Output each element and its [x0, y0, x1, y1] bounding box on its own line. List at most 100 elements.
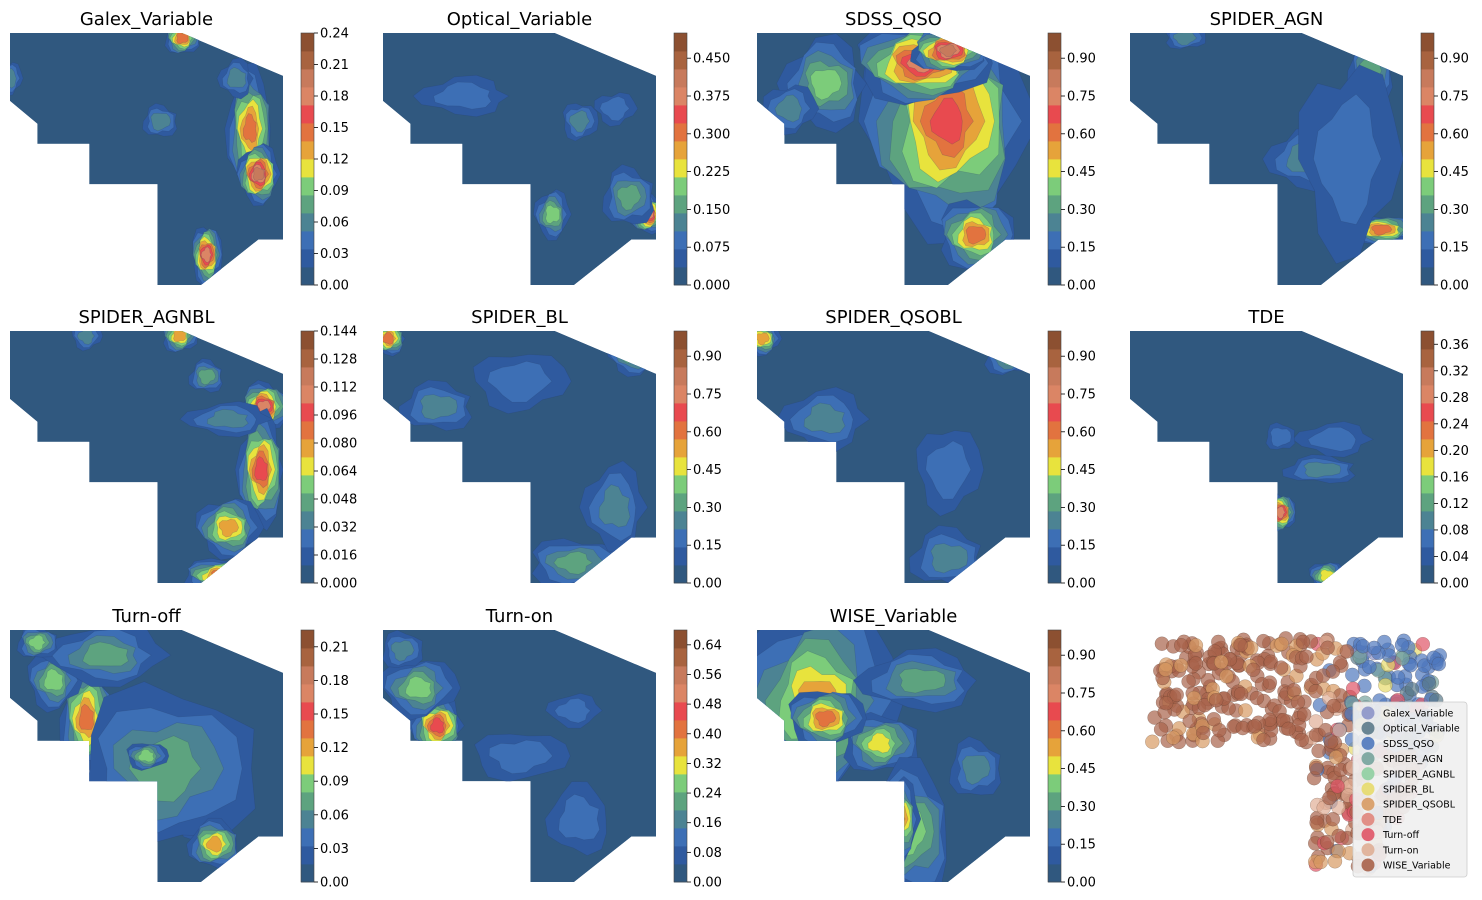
colorbar-band [301, 195, 314, 214]
colorbar-tick-label: 0.450 [693, 52, 730, 67]
legend-marker [1361, 736, 1375, 750]
colorbar-band [1048, 457, 1061, 476]
colorbar-band [301, 547, 314, 566]
contour-level [598, 484, 631, 528]
colorbar-band [301, 493, 314, 512]
colorbar-band [674, 547, 687, 566]
scatter-point [1256, 633, 1271, 649]
colorbar-tick-label: 0.75 [1067, 90, 1096, 105]
contour-level [433, 81, 492, 110]
colorbar-band [1048, 69, 1061, 88]
contour-level [930, 543, 969, 574]
colorbar-tick-label: 0.15 [1440, 241, 1469, 256]
scatter-point [1328, 750, 1344, 765]
colorbar-band [674, 51, 687, 70]
legend-label: SDSS_QSO [1383, 739, 1434, 750]
colorbar-tick-label: 0.28 [1440, 391, 1469, 406]
contour-level [390, 640, 415, 662]
contour-level [226, 66, 247, 88]
colorbar-band [301, 69, 314, 88]
colorbar-band [1048, 774, 1061, 793]
contour-map [10, 630, 283, 882]
contour-level [1172, 33, 1198, 46]
scatter-point [1233, 686, 1249, 702]
colorbar-tick-label: 0.00 [320, 876, 349, 891]
colorbar-band [1048, 493, 1061, 512]
colorbar-band [1048, 756, 1061, 775]
panel-tde: TDE0.000.040.080.120.160.200.240.280.320… [1130, 307, 1469, 592]
scatter-point [1345, 681, 1361, 696]
colorbar-band [301, 141, 314, 160]
contour-map [10, 331, 283, 583]
contour-level [10, 68, 17, 89]
colorbar-tick-label: 0.48 [693, 698, 722, 713]
panel-turn-on: Turn-on0.000.080.160.240.320.400.480.560… [383, 606, 722, 891]
colorbar: 0.00 0.04 0.08 0.12 0.16 0.20 0.24 0.28 0.32 0.36 [1420, 330, 1469, 592]
colorbar-band [1421, 493, 1434, 512]
colorbar-band [1421, 349, 1434, 368]
scatter-point [1394, 637, 1410, 653]
scatter-point [1323, 734, 1339, 749]
colorbar-band [301, 738, 314, 757]
colorbar-band [1048, 529, 1061, 548]
colorbar-tick-label: 0.15 [320, 121, 349, 136]
colorbar-band [674, 457, 687, 476]
colorbar-tick-label: 0.09 [320, 775, 349, 790]
colorbar-tick-label: 0.75 [1067, 388, 1096, 403]
colorbar-tick-label: 0.24 [1440, 417, 1469, 432]
colorbar: 0.000 0.075 0.150 0.225 0.300 0.375 0.450 [673, 32, 730, 294]
colorbar-tick-label: 0.32 [1440, 364, 1469, 379]
colorbar-tick-label: 0.080 [320, 437, 357, 452]
colorbar-band [1048, 349, 1061, 368]
legend-label: SPIDER_BL [1383, 785, 1435, 796]
colorbar-band [1048, 231, 1061, 250]
colorbar-tick-label: 0.45 [1067, 762, 1096, 777]
colorbar-band [1048, 421, 1061, 440]
scatter-point [1325, 664, 1341, 679]
colorbar-band [301, 367, 314, 386]
panel-title: SDSS_QSO [845, 9, 942, 30]
colorbar-band [1421, 529, 1434, 548]
colorbar-tick-label: 0.75 [693, 388, 722, 403]
colorbar-band [674, 756, 687, 775]
colorbar-tick-label: 0.00 [1440, 577, 1469, 592]
scatter-point [1245, 662, 1261, 678]
colorbar-band [1048, 249, 1061, 268]
colorbar-band [301, 385, 314, 404]
legend-marker [1361, 812, 1375, 826]
scatter-point [1188, 656, 1204, 671]
scatter-point [1186, 690, 1202, 706]
colorbar-band [1421, 511, 1434, 530]
colorbar-band [1048, 123, 1061, 142]
scatter-point [1325, 811, 1341, 827]
colorbar-band [1048, 511, 1061, 530]
colorbar-band [301, 33, 314, 52]
colorbar-band [674, 738, 687, 757]
scatter-point [1238, 703, 1253, 718]
colorbar-band [1421, 177, 1434, 196]
panel-title: Turn-off [111, 606, 181, 627]
contour-level [218, 518, 240, 538]
contour-level [815, 710, 837, 728]
colorbar-band [1421, 367, 1434, 386]
colorbar-tick-label: 0.90 [1067, 52, 1096, 67]
colorbar-band [674, 385, 687, 404]
colorbar-band [674, 828, 687, 847]
panel-optical-variable: Optical_Variable 0.000 0.075 0.150 0.225 0.30… [383, 9, 730, 294]
colorbar-band [674, 421, 687, 440]
contour-level [206, 567, 235, 583]
scatter-point [1182, 713, 1197, 729]
contour-level [1303, 461, 1342, 479]
colorbar-tick-label: 0.30 [1440, 203, 1469, 218]
scatter-point [1345, 667, 1360, 683]
contour-level [965, 226, 987, 245]
colorbar: 0.00 0.15 0.30 0.45 0.60 0.75 0.90 [1047, 629, 1096, 891]
colorbar-band [1048, 367, 1061, 386]
scatter-point [1196, 725, 1211, 741]
scatter-point [1219, 669, 1234, 684]
colorbar-band [301, 439, 314, 458]
colorbar-band [301, 774, 314, 793]
contour-level [252, 166, 265, 181]
colorbar-band [1421, 457, 1434, 476]
colorbar-band [1048, 475, 1061, 494]
